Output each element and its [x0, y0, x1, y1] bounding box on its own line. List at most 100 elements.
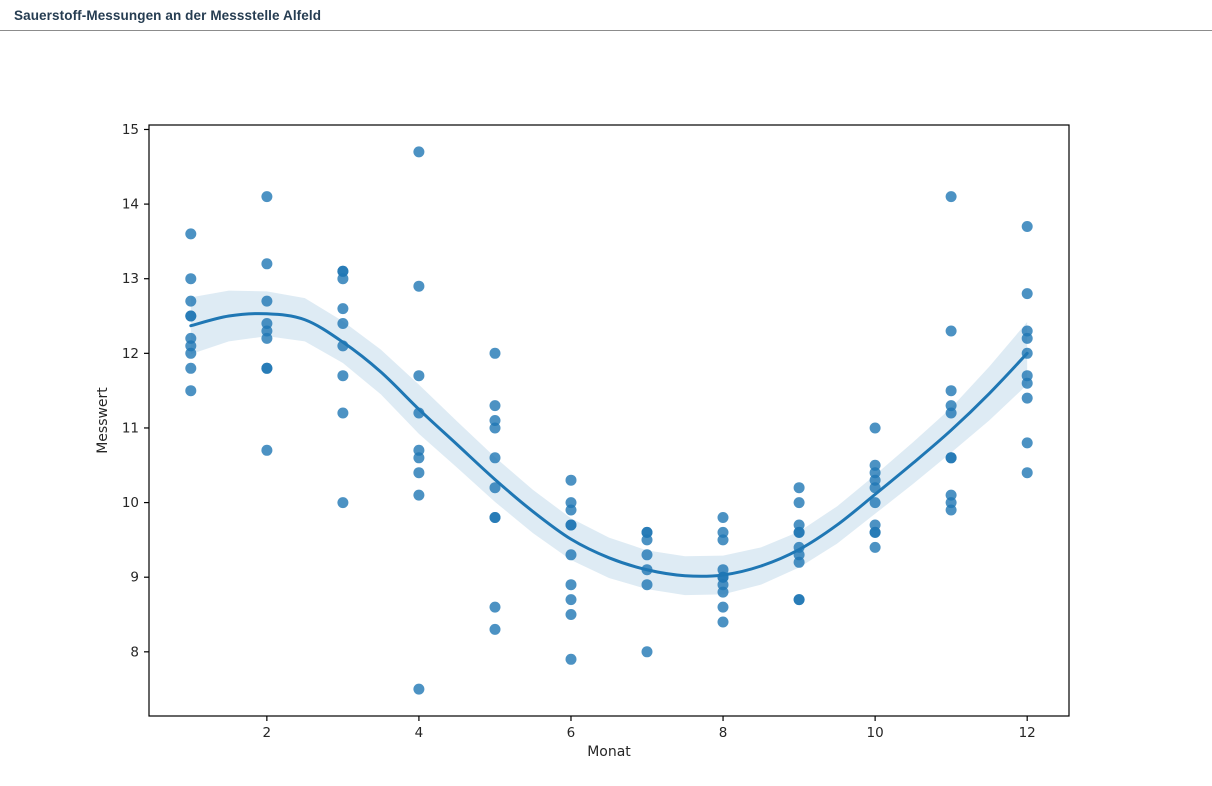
data-point — [641, 646, 653, 658]
data-point — [489, 512, 501, 523]
x-axis-label: Monat — [587, 744, 631, 760]
y-tick-label: 8 — [130, 644, 139, 660]
data-point — [565, 519, 577, 531]
x-tick-label: 10 — [867, 725, 884, 741]
data-point — [489, 347, 501, 359]
data-point — [1021, 288, 1033, 300]
data-point — [413, 489, 425, 501]
data-point — [185, 347, 197, 359]
data-point — [261, 362, 273, 374]
data-point — [413, 452, 425, 464]
data-point — [337, 497, 349, 509]
confidence-band — [190, 290, 1028, 596]
data-point — [1021, 467, 1033, 479]
data-point — [337, 303, 349, 315]
page-header: Sauerstoff-Messungen an der Messstelle A… — [0, 0, 1212, 31]
data-point — [565, 474, 577, 486]
trend-line — [189, 312, 1029, 578]
data-point — [185, 273, 197, 285]
data-point — [413, 146, 425, 158]
data-point — [1021, 437, 1033, 449]
data-point — [1021, 347, 1033, 359]
data-point — [489, 452, 501, 464]
data-point — [565, 579, 577, 591]
data-point — [337, 370, 349, 382]
data-point — [641, 564, 653, 576]
data-point — [945, 325, 957, 337]
data-point — [793, 482, 805, 494]
data-point — [869, 422, 881, 434]
data-point — [565, 504, 577, 516]
y-tick-label: 15 — [122, 122, 139, 138]
data-point — [1021, 221, 1033, 232]
data-point — [185, 310, 197, 322]
y-tick-label: 13 — [122, 271, 139, 287]
data-point — [1021, 332, 1033, 344]
data-point — [413, 683, 425, 695]
data-point — [717, 512, 729, 523]
data-point — [565, 549, 577, 561]
y-axis-label: Messwert — [95, 387, 111, 454]
data-point — [413, 467, 425, 479]
data-point — [945, 452, 957, 464]
plot-frame — [148, 124, 1070, 717]
page-title: Sauerstoff-Messungen an der Messstelle A… — [14, 8, 322, 23]
data-point — [793, 594, 805, 606]
data-point — [869, 497, 881, 509]
data-point — [565, 609, 577, 620]
data-point — [413, 407, 425, 419]
data-point — [261, 444, 273, 456]
data-point — [261, 191, 273, 203]
data-point — [261, 295, 273, 307]
data-point — [185, 385, 197, 397]
data-point — [565, 594, 577, 606]
data-point — [185, 362, 197, 374]
data-point — [945, 407, 957, 419]
data-point — [185, 295, 197, 307]
data-point — [945, 504, 957, 516]
data-point — [489, 601, 501, 613]
data-point — [717, 586, 729, 598]
y-tick-label: 9 — [130, 570, 139, 586]
data-point — [413, 370, 425, 382]
data-point — [717, 534, 729, 546]
data-point — [641, 549, 653, 561]
data-point — [869, 526, 881, 538]
data-point — [717, 616, 729, 628]
y-tick-label: 14 — [122, 197, 139, 213]
data-point — [793, 556, 805, 568]
y-tick-label: 10 — [122, 495, 139, 511]
data-point — [489, 482, 501, 494]
data-point — [869, 541, 881, 553]
data-point — [1021, 377, 1033, 389]
data-point — [641, 534, 653, 546]
data-point — [717, 601, 729, 613]
x-tick-label: 6 — [567, 725, 576, 741]
data-point — [869, 482, 881, 494]
y-tick-label: 12 — [122, 346, 139, 362]
data-point — [641, 579, 653, 591]
data-point — [793, 497, 805, 509]
x-tick-label: 2 — [263, 725, 272, 741]
data-point — [413, 280, 425, 292]
data-point — [337, 340, 349, 352]
y-tick-label: 11 — [122, 420, 139, 436]
data-point — [261, 258, 273, 270]
data-point — [185, 228, 197, 240]
data-point — [489, 623, 501, 635]
data-point — [945, 191, 957, 203]
data-point — [337, 407, 349, 419]
data-point — [337, 318, 349, 329]
data-point — [489, 422, 501, 434]
data-point — [793, 526, 805, 538]
x-tick-label: 12 — [1019, 725, 1036, 741]
data-point — [261, 332, 273, 344]
data-point — [945, 385, 957, 397]
data-point — [337, 273, 349, 285]
x-tick-label: 4 — [415, 725, 424, 741]
x-tick-label: 8 — [719, 725, 728, 741]
data-point — [489, 400, 501, 412]
data-point — [1021, 392, 1033, 404]
